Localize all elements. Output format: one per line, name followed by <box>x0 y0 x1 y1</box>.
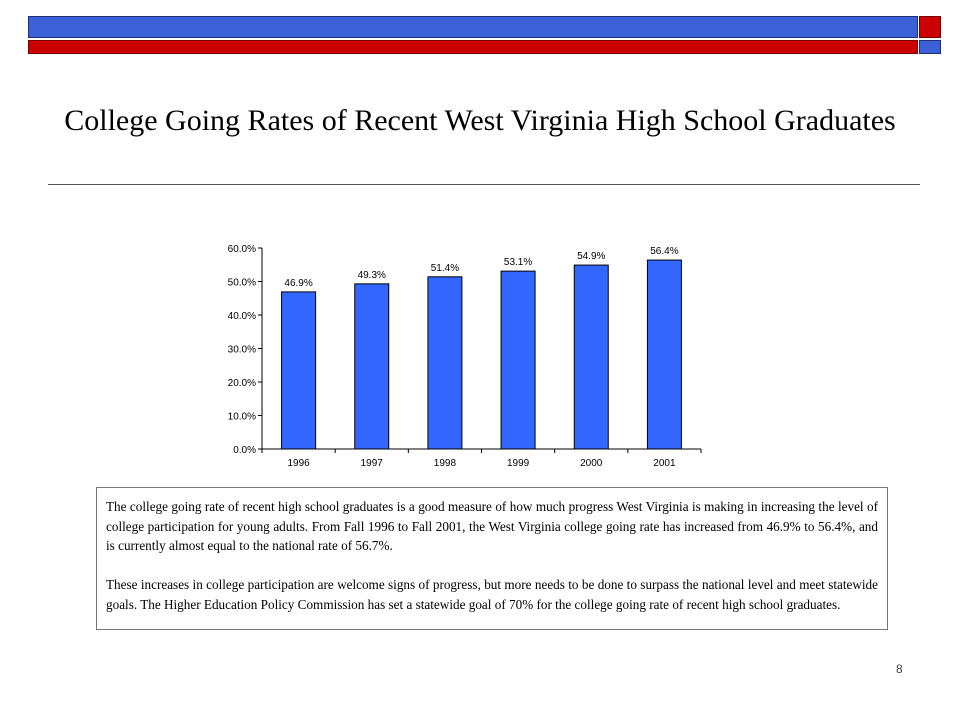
bar <box>354 283 390 450</box>
x-tick-label: 1999 <box>507 458 530 469</box>
page-number: 8 <box>896 662 903 676</box>
x-tick-label: 1996 <box>287 458 310 469</box>
bar <box>281 291 317 450</box>
x-tick-label: 2000 <box>580 458 603 469</box>
bar <box>427 276 463 450</box>
title-divider <box>48 184 920 185</box>
data-label: 53.1% <box>504 257 532 268</box>
x-tick-label: 1997 <box>361 458 384 469</box>
data-label: 46.9% <box>284 278 312 289</box>
x-tick-label: 2001 <box>653 458 676 469</box>
data-label: 54.9% <box>577 251 605 262</box>
y-tick-label: 20.0% <box>228 378 256 389</box>
y-tick-label: 0.0% <box>233 445 256 456</box>
bar <box>500 270 536 450</box>
bar <box>573 264 609 450</box>
x-tick-label: 1998 <box>434 458 457 469</box>
header-bar-red <box>28 40 918 54</box>
y-tick-label: 10.0% <box>228 412 256 423</box>
bar-chart: 0.0% 10.0% 20.0% 30.0% 40.0% 50.0% 60.0% 46.9% 1… <box>228 244 702 469</box>
bar <box>646 259 682 450</box>
header-bar-blue <box>28 16 918 38</box>
header-square-red <box>919 16 941 38</box>
y-tick-label: 50.0% <box>228 278 256 289</box>
page-title: College Going Rates of Recent West Virgi… <box>64 104 896 137</box>
description-paragraph-2: These increases in college participation… <box>106 577 878 612</box>
header-square-blue <box>919 40 941 54</box>
description-paragraph-1: The college going rate of recent high sc… <box>106 499 878 553</box>
data-label: 49.3% <box>358 270 386 281</box>
data-label: 56.4% <box>650 246 678 257</box>
y-tick-label: 60.0% <box>228 244 256 255</box>
description-box: The college going rate of recent high sc… <box>96 487 888 630</box>
y-tick-label: 30.0% <box>228 345 256 356</box>
data-label: 51.4% <box>431 263 459 274</box>
y-tick-label: 40.0% <box>228 311 256 322</box>
